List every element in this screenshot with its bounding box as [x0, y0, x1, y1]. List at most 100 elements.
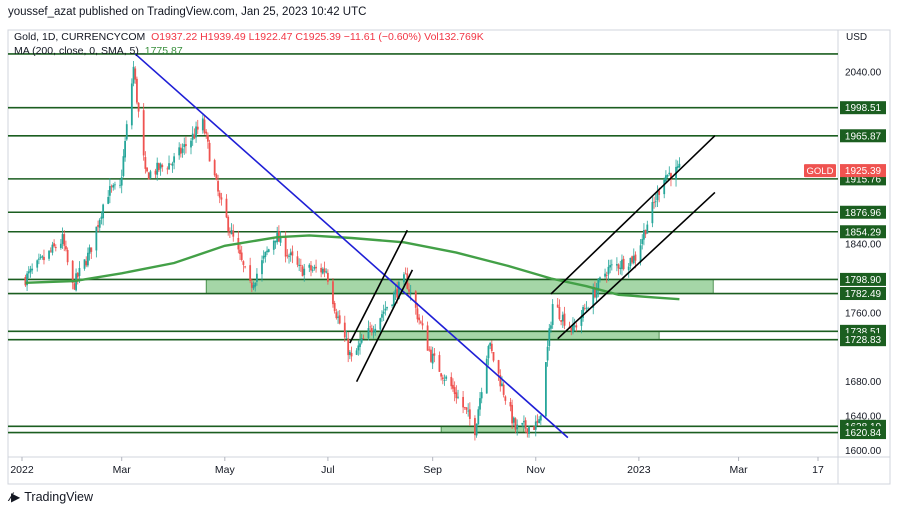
candle-body [651, 202, 654, 224]
candle [154, 168, 157, 179]
candle [335, 308, 338, 320]
candle [533, 425, 535, 431]
candle-body [73, 283, 76, 290]
candle-body [335, 312, 338, 319]
candle-body [85, 261, 88, 266]
level-tag-label: 1782.49 [845, 289, 882, 300]
candle-body [301, 266, 304, 277]
candle-body [580, 316, 583, 326]
tradingview-logo-icon: ⁄▶ [10, 490, 20, 504]
candle-body [646, 224, 649, 234]
candle [320, 263, 323, 278]
candle-body [443, 380, 446, 381]
level-tag-label: 1876.96 [845, 208, 882, 219]
candle-body [168, 163, 170, 170]
candle [575, 322, 578, 332]
candle-body [394, 289, 397, 295]
candle [526, 428, 529, 438]
ma-indicator-label[interactable]: MA (200, close, 0, SMA, 5) [14, 45, 139, 57]
candle [345, 330, 348, 339]
candle [670, 172, 672, 187]
candle [256, 268, 258, 286]
level-tag-box [840, 225, 886, 239]
candle-body [455, 392, 458, 399]
candle [261, 255, 263, 282]
candle [607, 259, 610, 282]
candle-body [286, 255, 289, 257]
candle-body [392, 293, 395, 306]
candle [132, 60, 135, 87]
candle [347, 332, 350, 363]
level-tag-box [840, 129, 886, 143]
levels-layer [8, 53, 838, 434]
currency-label: USD [846, 32, 867, 43]
candle [597, 277, 600, 298]
candle-body [149, 171, 152, 178]
candle-body [321, 268, 324, 274]
candle [137, 102, 140, 118]
candle-body [337, 316, 339, 318]
candle [337, 310, 339, 324]
candle [595, 282, 598, 303]
candle-body [242, 261, 245, 265]
axes-layer: USD 1600.00 1640.00 1680.00 1760.00 1840.00 20… [10, 32, 881, 476]
candle [65, 240, 67, 252]
candle-body [112, 185, 115, 188]
candle [208, 139, 211, 162]
level-tag-box [840, 333, 886, 347]
candle-body [308, 264, 311, 268]
candle-body [348, 351, 351, 355]
candle-body [563, 313, 566, 326]
symbol-label[interactable]: Gold, 1D, CURRENCYCOM [14, 31, 146, 43]
tradingview-brand[interactable]: ⁄▶ TradingView [10, 490, 93, 504]
candle-body [156, 162, 159, 175]
candle-body [181, 148, 184, 153]
candle [196, 119, 199, 134]
candle [501, 376, 503, 387]
candle [514, 417, 517, 433]
candle [24, 274, 27, 287]
candle [51, 241, 54, 256]
candle [124, 137, 126, 162]
price-tick-label: 1600.00 [845, 446, 882, 457]
price-tick-label: 1680.00 [845, 377, 882, 388]
candle-body [634, 254, 637, 261]
candle-body [666, 174, 669, 177]
candle [490, 340, 493, 354]
candle-body [71, 260, 74, 284]
candle [580, 309, 583, 334]
level-tag-label: 1738.51 [845, 327, 882, 338]
candle [573, 318, 576, 331]
candle [587, 306, 590, 310]
candle [538, 416, 541, 424]
candle-body [203, 119, 206, 133]
candle-body [676, 166, 679, 169]
candle-body [656, 190, 659, 201]
candle [394, 284, 397, 301]
candle [362, 334, 365, 339]
candle [85, 256, 88, 268]
candle [348, 349, 351, 360]
candle-body [534, 421, 537, 430]
candle-body [41, 256, 44, 258]
trendlines-layer [134, 53, 716, 439]
candle-body [313, 267, 316, 269]
tags-layer: 1998.51 1965.87 1915.76 1876.96 1854.29 1798.… [804, 101, 886, 440]
level-tag-label: 1798.90 [845, 275, 882, 286]
ohlc-values: O1937.22 H1939.49 L1922.47 C1925.39 −11.… [151, 31, 484, 43]
candle-body [207, 134, 209, 142]
candle [171, 161, 174, 173]
candle [433, 348, 436, 363]
candle-body [345, 337, 348, 339]
candle [468, 402, 471, 427]
level-tag-box [840, 101, 886, 115]
candle-body [668, 172, 671, 175]
candle [179, 143, 182, 158]
candle [370, 324, 373, 336]
candle [521, 422, 524, 428]
price-tick-label: 1760.00 [845, 308, 882, 319]
candle-body [240, 252, 243, 261]
candle [629, 257, 632, 270]
candle [159, 162, 162, 176]
